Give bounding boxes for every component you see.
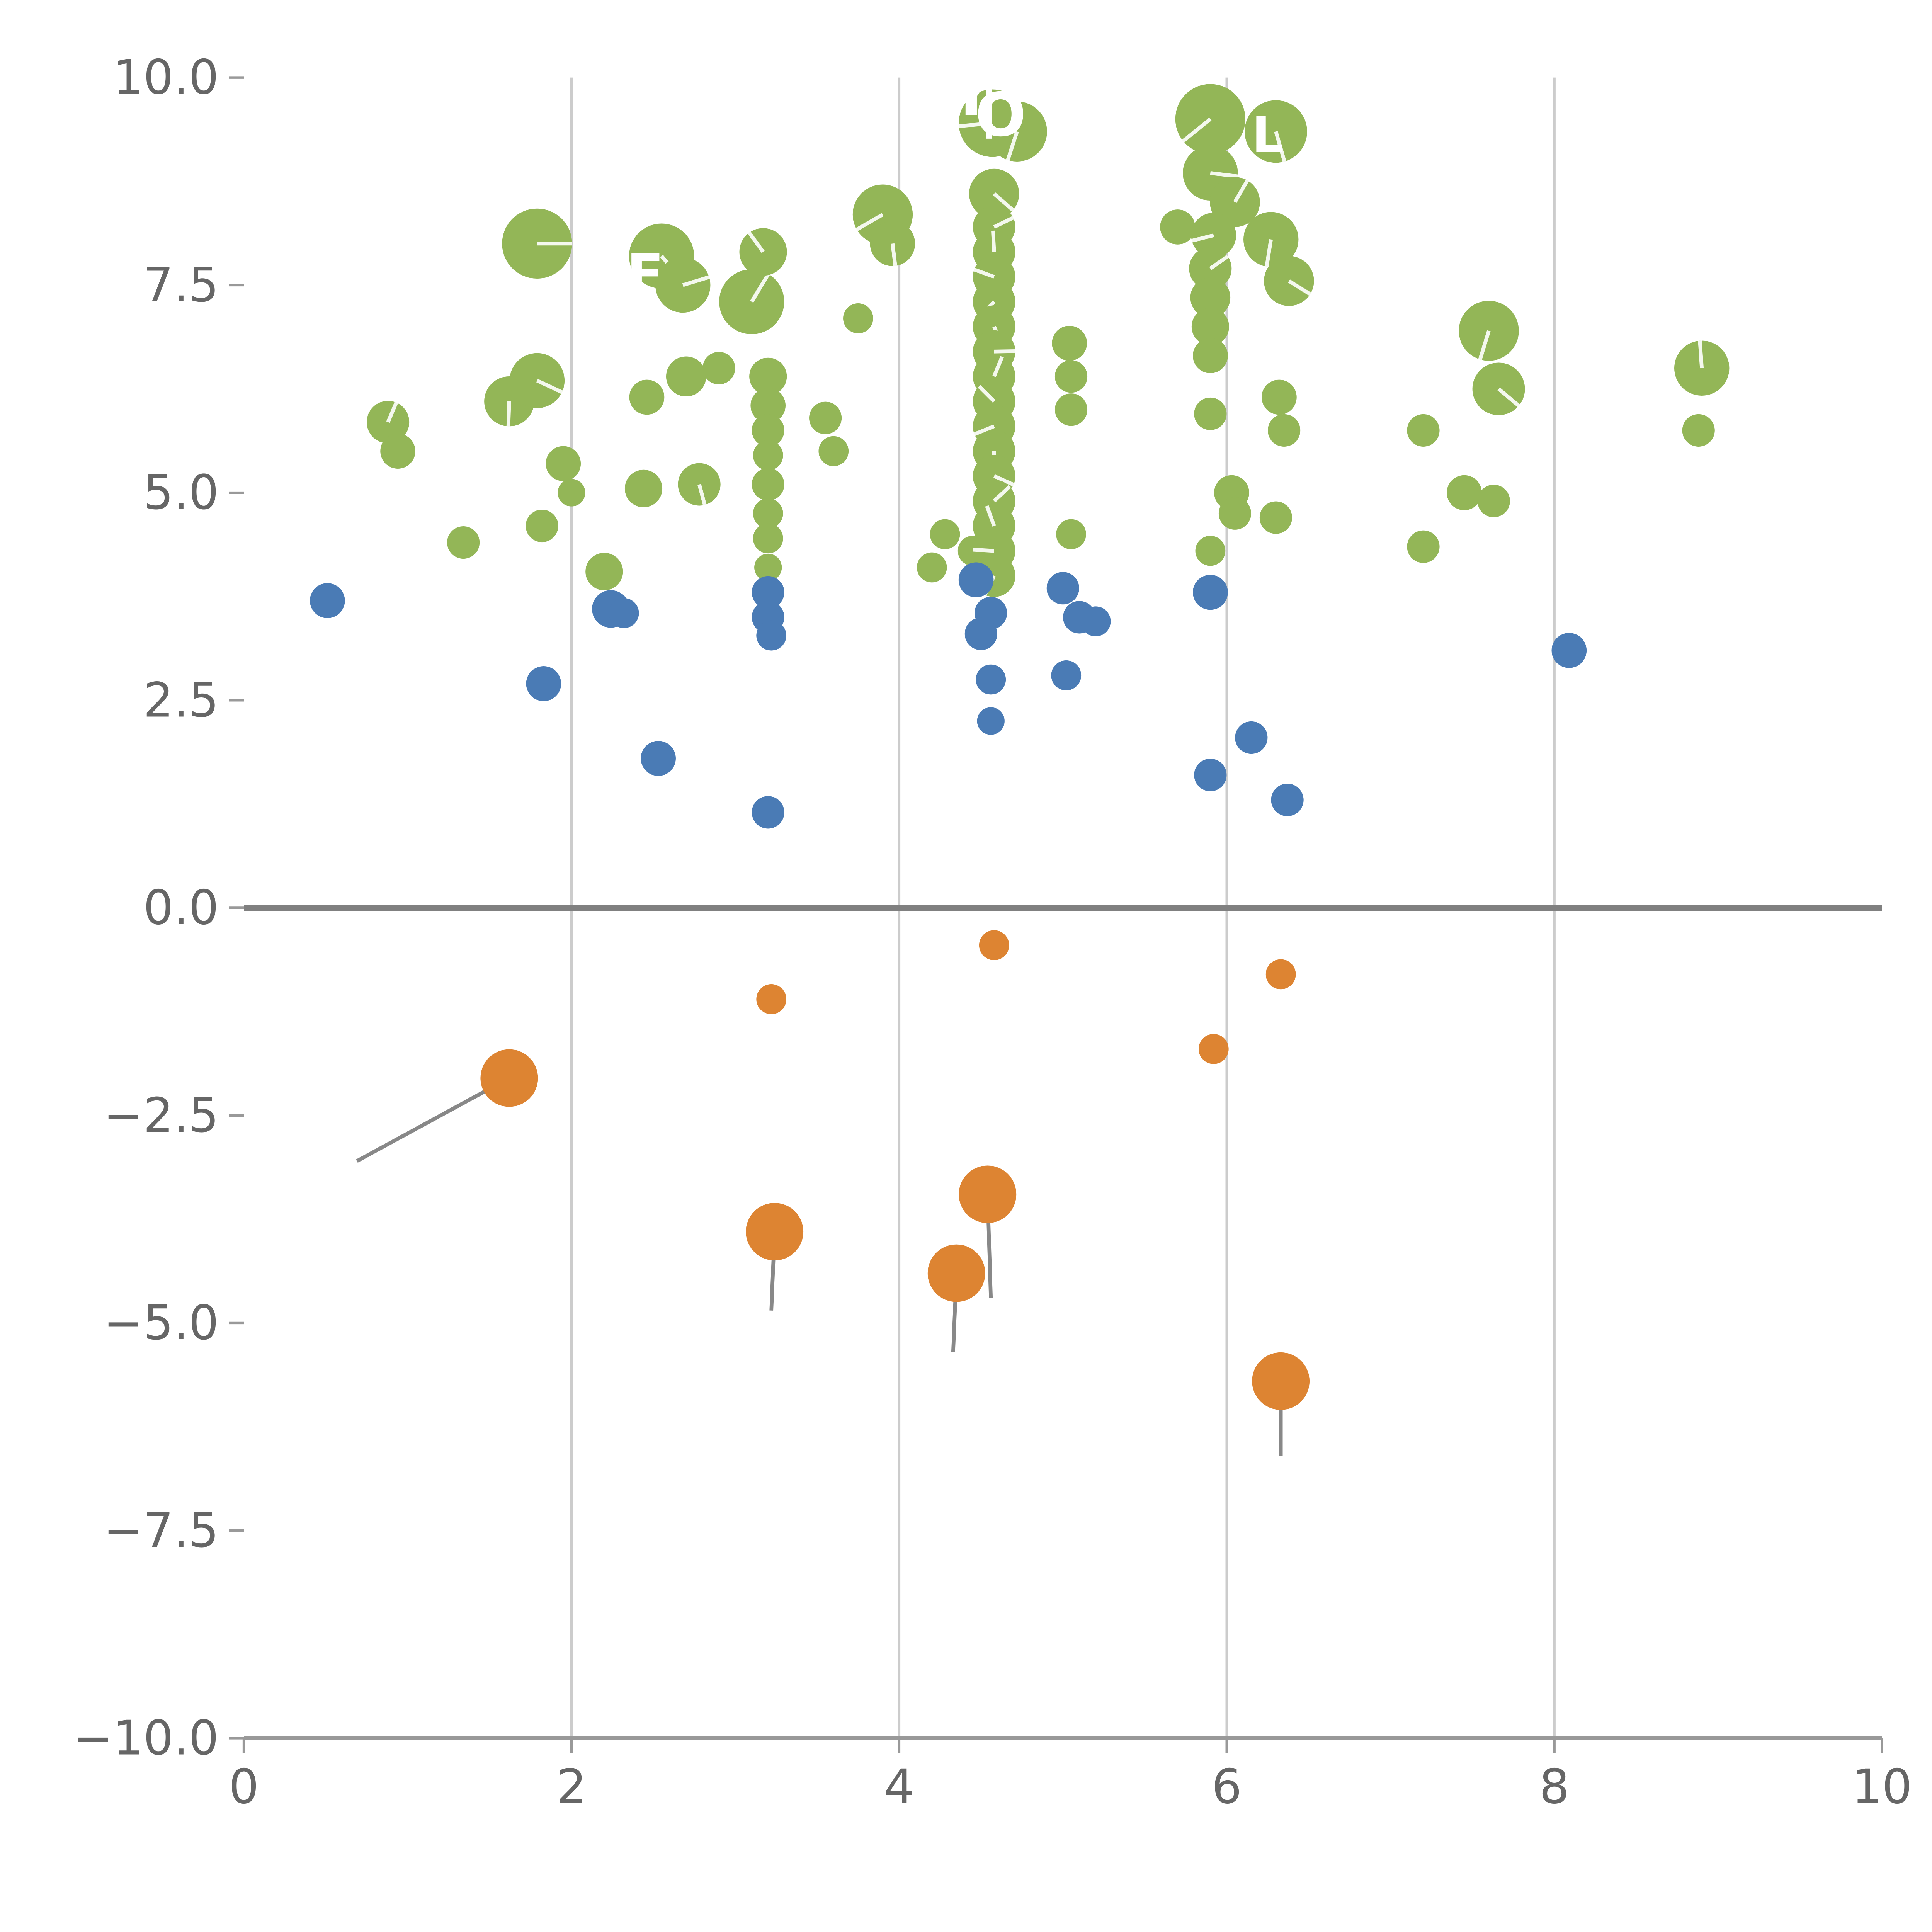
svg-text:5.0: 5.0 bbox=[143, 465, 219, 520]
svg-text:Y: Y bbox=[949, 59, 993, 129]
svg-text:8: 8 bbox=[1539, 1760, 1570, 1815]
svg-text:F: F bbox=[626, 242, 664, 306]
svg-text:2.5: 2.5 bbox=[143, 673, 219, 728]
svg-text:0.0: 0.0 bbox=[143, 881, 219, 936]
svg-text:−2.5: −2.5 bbox=[104, 1088, 219, 1143]
svg-text:−7.5: −7.5 bbox=[104, 1503, 219, 1558]
svg-text:−5.0: −5.0 bbox=[104, 1296, 219, 1351]
svg-text:4: 4 bbox=[884, 1760, 914, 1815]
svg-text:−10.0: −10.0 bbox=[73, 1711, 219, 1766]
svg-text:|: | bbox=[979, 75, 999, 139]
svg-text:2: 2 bbox=[556, 1760, 587, 1815]
svg-text:0: 0 bbox=[229, 1760, 259, 1815]
svg-text:10.0: 10.0 bbox=[113, 50, 219, 105]
svg-text:O: O bbox=[975, 80, 1026, 150]
svg-text:7.5: 7.5 bbox=[143, 258, 219, 313]
svg-text:10: 10 bbox=[1852, 1760, 1912, 1815]
svg-text:L: L bbox=[1252, 106, 1284, 164]
svg-text:Γ: Γ bbox=[1173, 478, 1214, 554]
svg-text:6: 6 bbox=[1212, 1760, 1242, 1815]
